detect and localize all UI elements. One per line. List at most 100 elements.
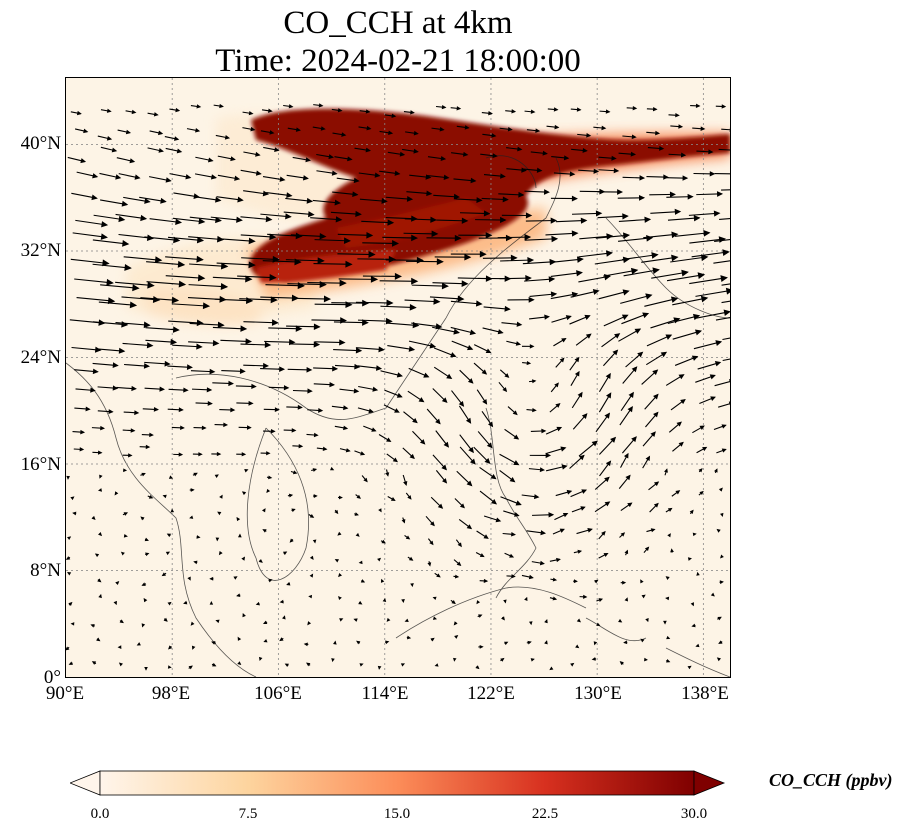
wind-arrow-head [241, 556, 246, 561]
wind-arrow-head [450, 352, 457, 358]
wind-arrow-head [134, 410, 140, 416]
wind-arrow-head [543, 189, 550, 195]
wind-arrow-head [331, 170, 338, 176]
wind-arrow-head [634, 328, 642, 334]
wind-arrow-head [294, 258, 302, 266]
wind-arrow-head [288, 493, 294, 498]
wind-arrow-head [134, 174, 141, 180]
wind-arrow-head [92, 173, 99, 179]
lat-label-40n: 40°N [20, 133, 61, 154]
colorbar-max-extend [693, 770, 726, 796]
wind-arrow-head [623, 452, 629, 459]
wind-arrow-head [212, 339, 220, 347]
wind-arrow-head [279, 176, 286, 182]
wind-arrow-head [528, 296, 535, 303]
wind-arrow-head [598, 598, 604, 602]
wind-arrow-head [66, 475, 70, 480]
map-panel [65, 77, 731, 678]
wind-arrow-head [651, 252, 659, 259]
wind-arrow-head [131, 385, 137, 392]
wind-arrow-head [412, 417, 418, 424]
wind-arrow-head [318, 408, 324, 413]
wind-arrow-head [721, 424, 727, 429]
wind-arrow-shaft [146, 281, 185, 286]
wind-arrow-head [195, 128, 201, 133]
wind-arrow-head [527, 256, 535, 264]
wind-arrow-head [409, 453, 415, 460]
wind-arrow-head [237, 661, 242, 666]
wind-arrow-head [703, 230, 711, 237]
wind-arrow-head [550, 217, 558, 224]
wind-arrow-head [411, 234, 419, 242]
wind-arrow-head [687, 665, 692, 670]
wind-arrow-head [146, 342, 154, 349]
wind-arrow-head [675, 113, 680, 118]
wind-arrow-head [653, 481, 660, 487]
wind-arrow-head [334, 559, 339, 563]
wind-arrow-head [323, 295, 332, 303]
wind-arrow-head [503, 599, 507, 604]
wind-arrow-shaft [92, 239, 129, 245]
wind-arrow-head [541, 428, 547, 434]
wind-arrow-head [201, 425, 207, 431]
wind-arrow-head [604, 412, 611, 419]
wind-arrow-shaft [670, 256, 708, 263]
wind-arrow-head [687, 557, 692, 561]
wind-arrow-shaft [379, 280, 418, 282]
wind-arrow-head [319, 232, 327, 240]
wind-arrow-head [230, 156, 236, 162]
wind-arrow-head [355, 210, 362, 218]
wind-arrow-head [559, 528, 565, 533]
wind-arrow-head [401, 598, 405, 604]
wind-arrow-head [514, 512, 520, 517]
wind-arrow-head [601, 125, 607, 131]
wind-arrow-shaft [403, 232, 438, 235]
wind-arrow-shaft [165, 256, 203, 261]
wind-arrow-head [457, 295, 465, 302]
wind-arrow-head [637, 351, 644, 358]
wind-arrow-head [186, 364, 193, 371]
wind-arrow-head [118, 215, 126, 223]
wind-arrow-head [140, 214, 148, 222]
wind-arrow-head [246, 425, 252, 430]
wind-arrow-head [591, 440, 598, 447]
wind-arrow-head [653, 393, 659, 400]
wind-arrow-shaft [579, 235, 613, 240]
wind-arrow-head [665, 596, 670, 601]
wind-arrow-head [502, 387, 508, 393]
wind-arrow-head [129, 301, 138, 309]
wind-arrow-head [118, 662, 123, 667]
wind-arrow-head [190, 488, 195, 492]
wind-arrow-head [177, 260, 186, 268]
wind-arrow-head [435, 323, 443, 330]
wind-arrow-head [554, 124, 560, 130]
wind-arrow-head [555, 403, 561, 408]
wind-arrow-shaft [674, 232, 710, 237]
wind-arrow-shaft [92, 321, 128, 326]
wind-arrow-head [575, 644, 580, 649]
wind-arrow-head [653, 502, 659, 508]
wind-arrow-head [262, 529, 267, 533]
wind-arrow-head [500, 173, 506, 179]
wind-arrow-shaft [267, 233, 302, 237]
wind-arrow-head [709, 171, 716, 177]
wind-arrow-head [404, 618, 409, 623]
wind-arrow-head [356, 494, 361, 499]
wind-arrow-head [175, 107, 181, 113]
wind-arrow-head [285, 213, 292, 220]
wind-arrow-shaft [689, 238, 725, 244]
wind-arrow-head [123, 512, 129, 516]
wind-arrow-head [289, 339, 296, 346]
wind-arrow-head [470, 177, 477, 184]
wind-arrow-head [154, 256, 163, 264]
wind-arrow-head [339, 618, 344, 622]
wind-arrow-head [264, 341, 272, 348]
wind-arrow-head [377, 557, 382, 562]
wind-arrow-head [429, 342, 437, 349]
wind-arrow-head [548, 276, 556, 283]
wind-arrow-head [358, 560, 363, 565]
wind-arrow-shaft [172, 303, 209, 307]
wind-arrow-head [100, 425, 105, 431]
wind-arrow-shaft [722, 337, 730, 341]
wind-arrow-head [502, 196, 509, 203]
